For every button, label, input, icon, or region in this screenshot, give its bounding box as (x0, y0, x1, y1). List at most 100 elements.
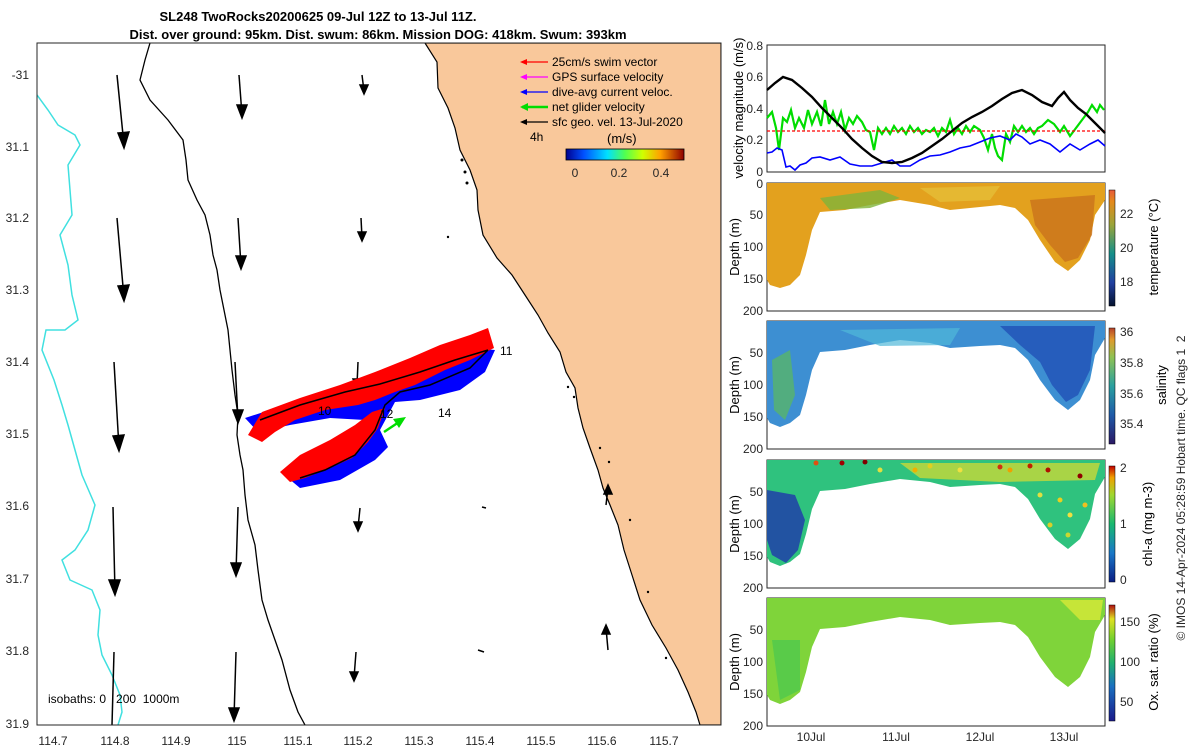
temp-cbar-tick: 22 (1120, 207, 1134, 221)
title-line2: Dist. over ground: 95km. Dist. swum: 86k… (129, 27, 626, 42)
sal-y-tick: 100 (743, 378, 763, 392)
temperature-panel: temperature (°C) 22 20 18 Depth (m) 0 50… (727, 177, 1161, 318)
sal-y-tick: 200 (743, 442, 763, 456)
vel-y-tick: 0 (756, 165, 763, 179)
lon-tick: 115.1 (283, 734, 312, 748)
temp-cbar-tick: 20 (1120, 241, 1134, 255)
lon-tick: 115.6 (587, 734, 616, 748)
chl-cbar-label: chl-a (mg m-3) (1140, 482, 1155, 567)
map-legend: 25cm/s swim vector GPS surface velocity … (520, 55, 683, 129)
sal-y-tick: 50 (750, 346, 764, 360)
lon-tick: 114.7 (38, 734, 67, 748)
sal-cbar (1108, 327, 1116, 445)
map-axes-frame (36, 42, 722, 726)
series-blue (766, 133, 1106, 172)
chl-y-label: Depth (m) (727, 495, 742, 553)
temp-upper-warm (920, 186, 1000, 202)
temp-y-label: Depth (m) (727, 218, 742, 276)
sal-surface-tongue (840, 328, 960, 346)
chl-panel: chl-a (mg m-3) 2 1 0 Depth (m) 50 100 15… (727, 459, 1155, 595)
cbar-tick-02: 0.2 (611, 166, 628, 180)
lat-tick: 31.6 (6, 499, 30, 513)
chl-dots (813, 459, 1088, 538)
day-label-11: 11 (500, 344, 513, 358)
coastline-isobath-200 (139, 43, 306, 725)
day-label-10: 10 (318, 404, 332, 418)
chl-cbar-tick: 0 (1120, 573, 1127, 587)
lon-tick: 114.9 (161, 734, 190, 748)
sal-cbar-tick: 36 (1120, 325, 1134, 339)
sal-cbar-tick: 35.6 (1120, 387, 1144, 401)
oxy-cbar-tick: 150 (1120, 615, 1140, 629)
vel-y-tick: 0.8 (746, 39, 763, 53)
legend-swim-vector: 25cm/s swim vector (552, 55, 657, 69)
vel-y-tick: 0.4 (746, 102, 763, 116)
lat-tick: 31.5 (6, 427, 30, 441)
oxy-section (767, 598, 1105, 704)
title-line1: SL248 TwoRocks20200625 09-Jul 12Z to 13-… (160, 9, 477, 24)
legend-gps-velocity: GPS surface velocity (552, 70, 663, 84)
velocity-panel: velocity magnitude (m/s) 0 0.2 0.4 0.6 0… (731, 38, 1106, 179)
oxy-cbar (1108, 604, 1116, 722)
legend-dive-avg-current: dive-avg current veloc. (552, 85, 673, 99)
land-area (424, 43, 721, 725)
net-glider-track (259, 349, 489, 479)
series-black (766, 75, 1106, 165)
temp-y-tick: 200 (743, 304, 763, 318)
oxy-green-deep (772, 640, 800, 700)
oxy-cbar-tick: 100 (1120, 655, 1140, 669)
chl-y-tick: 150 (743, 549, 763, 563)
lat-tick: -31 (12, 68, 30, 82)
temp-y-tick: 100 (743, 240, 763, 254)
temp-cbar-tick: 18 (1120, 275, 1134, 289)
temp-y-tick: 50 (750, 208, 764, 222)
chl-surface-high (900, 463, 1100, 482)
sal-fresh-core (1000, 326, 1095, 402)
time-axis: 10Jul 11Jul 12Jul 13Jul (797, 730, 1079, 744)
lat-tick: 31.3 (6, 283, 30, 297)
chl-cbar (1108, 465, 1116, 583)
swim-vectors-red (248, 328, 494, 482)
lon-tick: 115.7 (649, 734, 678, 748)
lon-tick: 115.5 (526, 734, 555, 748)
temp-cbar (1108, 189, 1116, 307)
chl-cbar-tick: 1 (1120, 517, 1127, 531)
series-green (766, 99, 1105, 163)
temp-y-tick: 150 (743, 272, 763, 286)
chl-deep-blue (767, 490, 805, 563)
colorbar-unit: (m/s) (607, 131, 637, 146)
lon-tick: 115.2 (343, 734, 372, 748)
islands (446, 158, 668, 660)
day-label-12: 12 (380, 407, 394, 421)
oxy-high-patch (1060, 600, 1103, 620)
oxy-cbar-label: Ox. sat. ratio (%) (1146, 613, 1161, 711)
lat-tick: 31.1 (6, 140, 30, 154)
legend-net-glider-velocity: net glider velocity (552, 100, 645, 114)
lon-tick: 115 (227, 734, 246, 748)
lon-axis: 114.7 114.8 114.9 115 115.1 115.2 115.3 … (38, 734, 678, 748)
sal-cbar-label: salinity (1154, 365, 1169, 405)
chl-y-tick: 200 (743, 581, 763, 595)
oxygen-panel: Ox. sat. ratio (%) 150 100 50 Depth (m) … (727, 597, 1161, 733)
time-tick-12jul: 12Jul (966, 730, 995, 744)
lon-tick: 115.4 (465, 734, 494, 748)
speed-colorbar (565, 148, 685, 161)
cbar-tick-04: 0.4 (653, 166, 670, 180)
vel-y-tick: 0.6 (746, 70, 763, 84)
vel-y-tick: 0.2 (746, 133, 763, 147)
velocity-axes (766, 44, 1106, 173)
sal-cbar-tick: 35.8 (1120, 356, 1144, 370)
sal-green-patch (772, 350, 795, 420)
salinity-panel: salinity 36 35.8 35.6 35.4 Depth (m) 50 … (727, 320, 1169, 456)
temp-cool-layer (820, 190, 900, 210)
lat-tick: 31.4 (6, 355, 30, 369)
current-arrows (107, 74, 614, 725)
vel-y-label: velocity magnitude (m/s) (731, 38, 746, 179)
oxy-cbar-tick: 50 (1120, 695, 1134, 709)
isobath-1000 (37, 94, 123, 725)
isobath-label: isobaths: 0 200 1000m (48, 692, 179, 706)
day-label-14: 14 (438, 406, 452, 420)
oxy-y-tick: 200 (743, 719, 763, 733)
chl-y-tick: 50 (750, 485, 764, 499)
time-tick-13jul: 13Jul (1050, 730, 1079, 744)
